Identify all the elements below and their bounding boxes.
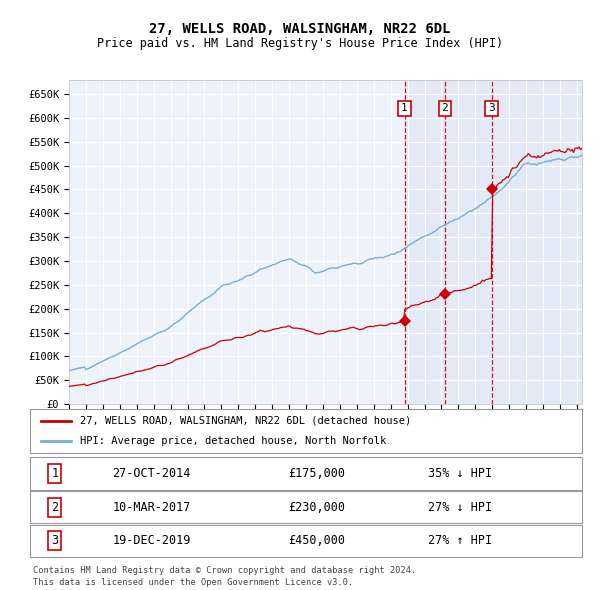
Text: 3: 3	[488, 103, 495, 113]
Bar	[404, 80, 582, 404]
Text: Price paid vs. HM Land Registry's House Price Index (HPI): Price paid vs. HM Land Registry's House …	[97, 37, 503, 50]
Text: 1: 1	[401, 103, 408, 113]
Text: 35% ↓ HPI: 35% ↓ HPI	[428, 467, 493, 480]
Text: 10-MAR-2017: 10-MAR-2017	[112, 500, 191, 514]
Text: £450,000: £450,000	[289, 534, 346, 548]
Text: 27, WELLS ROAD, WALSINGHAM, NR22 6DL (detached house): 27, WELLS ROAD, WALSINGHAM, NR22 6DL (de…	[80, 416, 411, 426]
Text: 27, WELLS ROAD, WALSINGHAM, NR22 6DL: 27, WELLS ROAD, WALSINGHAM, NR22 6DL	[149, 22, 451, 37]
Text: 27% ↑ HPI: 27% ↑ HPI	[428, 534, 493, 548]
Text: 19-DEC-2019: 19-DEC-2019	[112, 534, 191, 548]
Text: HPI: Average price, detached house, North Norfolk: HPI: Average price, detached house, Nort…	[80, 436, 386, 446]
Text: This data is licensed under the Open Government Licence v3.0.: This data is licensed under the Open Gov…	[33, 578, 353, 587]
Text: 3: 3	[51, 534, 58, 548]
Text: 27% ↓ HPI: 27% ↓ HPI	[428, 500, 493, 514]
Text: 27-OCT-2014: 27-OCT-2014	[112, 467, 191, 480]
Text: Contains HM Land Registry data © Crown copyright and database right 2024.: Contains HM Land Registry data © Crown c…	[33, 566, 416, 575]
Text: £230,000: £230,000	[289, 500, 346, 514]
Text: 2: 2	[442, 103, 448, 113]
Text: 2: 2	[51, 500, 58, 514]
Text: £175,000: £175,000	[289, 467, 346, 480]
Text: 1: 1	[51, 467, 58, 480]
